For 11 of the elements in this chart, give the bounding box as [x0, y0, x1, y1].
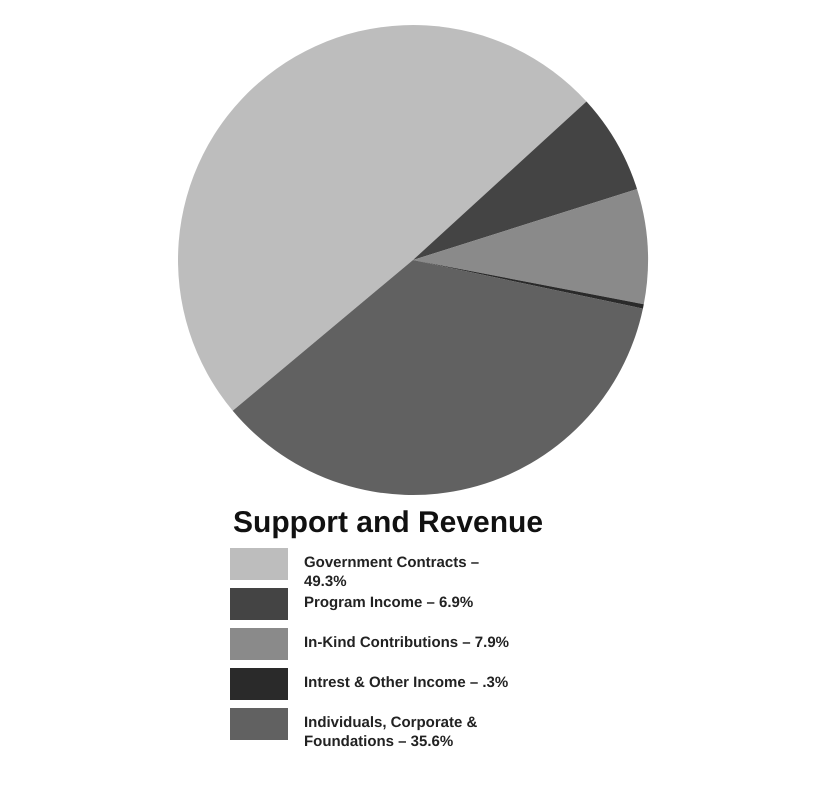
pie-slice — [413, 260, 644, 309]
legend-label: Individuals, Corporate & Foundations – 35.6% — [304, 713, 478, 751]
text: Support and Revenue — [233, 506, 544, 540]
pie-slice — [413, 189, 648, 304]
legend-label: Program Income – 6.9% — [304, 593, 474, 612]
legend-label: In-Kind Contributions – 7.9% — [304, 633, 510, 652]
pie-slice — [232, 260, 643, 495]
pie-slice — [413, 101, 638, 260]
legend-label: Government Contracts – 49.3% — [304, 553, 480, 591]
pie-slice — [178, 25, 586, 411]
legend-label: Intrest & Other Income – .3% — [304, 673, 510, 692]
